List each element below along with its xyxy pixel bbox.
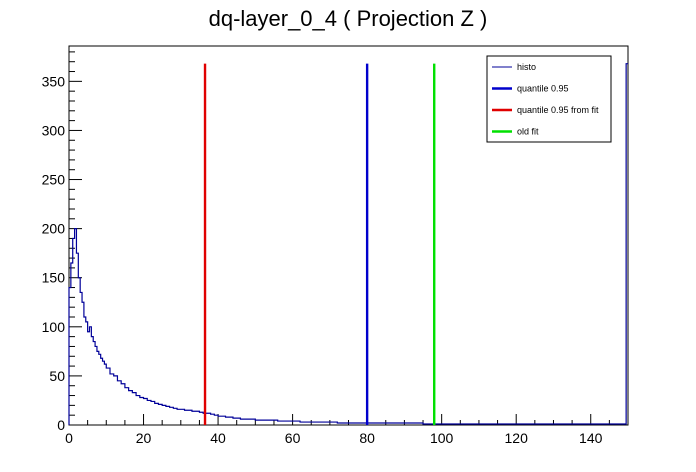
- histo-series: [68, 63, 628, 425]
- legend-label: quantile 0.95: [517, 84, 569, 94]
- y-tick-label: 100: [42, 319, 66, 335]
- x-tick-label: 140: [579, 430, 603, 446]
- y-tick-label: 0: [57, 417, 65, 433]
- x-tick-label: 60: [285, 430, 301, 446]
- x-tick-label: 40: [210, 430, 226, 446]
- legend-label: quantile 0.95 from fit: [517, 105, 599, 115]
- legend-label: old fit: [517, 127, 539, 137]
- x-tick-label: 20: [136, 430, 152, 446]
- y-tick-label: 300: [42, 122, 66, 138]
- y-tick-label: 250: [42, 172, 66, 188]
- legend-label: histo: [517, 62, 536, 72]
- x-tick-label: 100: [430, 430, 454, 446]
- y-tick-label: 350: [42, 73, 66, 89]
- series-layer: [68, 63, 628, 425]
- y-tick-label: 150: [42, 270, 66, 286]
- chart-title: dq-layer_0_4 ( Projection Z ): [209, 6, 488, 31]
- y-tick-label: 50: [49, 368, 65, 384]
- x-tick-label: 120: [505, 430, 529, 446]
- x-tick-label: 80: [359, 430, 375, 446]
- axes: 0 20 40 60 80 100 120 140 0 50 100 150 200 250 300 350: [42, 51, 629, 446]
- legend-box: [486, 55, 612, 143]
- y-tick-label: 200: [42, 221, 66, 237]
- x-tick-label: 0: [65, 430, 73, 446]
- legend: histo quantile 0.95 quantile 0.95 from fit…: [486, 55, 612, 143]
